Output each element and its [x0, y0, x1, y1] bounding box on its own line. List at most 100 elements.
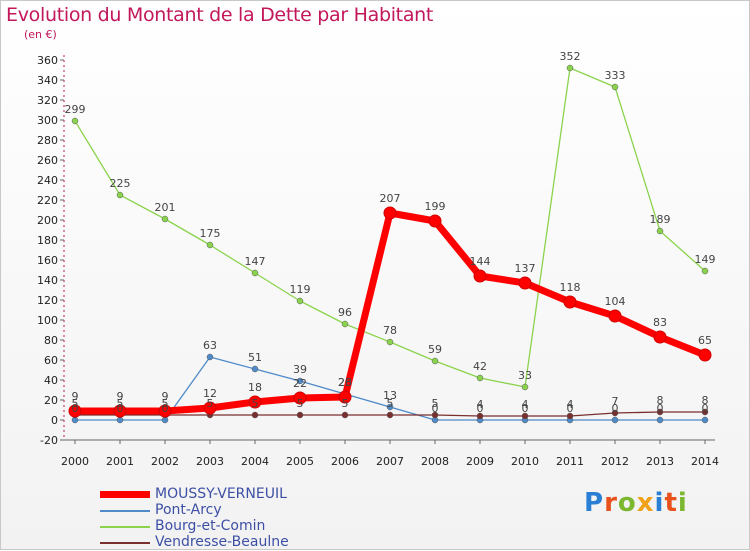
data-point	[161, 215, 169, 223]
y-tick-label: 40	[44, 374, 58, 387]
y-tick-label: -20	[40, 434, 58, 447]
data-label: 5	[162, 397, 169, 410]
data-label: 4	[567, 398, 574, 411]
data-point	[656, 408, 664, 416]
data-label: 42	[473, 360, 487, 373]
legend-label: MOUSSY-VERNEUIL	[155, 486, 287, 502]
chart-title: Evolution du Montant de la Dette par Hab…	[6, 4, 434, 26]
data-point	[473, 269, 487, 283]
chart-legend: MOUSSY-VERNEUIL Pont-Arcy Bourg-et-Comin Ve…	[100, 486, 360, 551]
data-point	[383, 206, 397, 220]
data-label: 201	[155, 201, 176, 214]
legend-swatch	[100, 510, 150, 512]
y-tick-label: 360	[37, 54, 58, 67]
y-tick-label: 280	[37, 134, 58, 147]
proxiti-logo: Proxiti	[584, 488, 688, 518]
data-label: 207	[380, 192, 401, 205]
x-tick-label: 2008	[421, 455, 449, 468]
data-label: 0	[162, 402, 169, 415]
data-point	[206, 241, 214, 249]
chart-subtitle: (en €)	[24, 28, 57, 41]
data-labels-layer: 2992252011751471199678594233352333189149…	[65, 50, 716, 415]
data-point	[701, 267, 709, 275]
data-point	[698, 348, 712, 362]
data-label: 22	[293, 377, 307, 390]
data-point	[653, 330, 667, 344]
data-point	[476, 374, 484, 382]
data-label: 39	[293, 363, 307, 376]
data-label: 83	[653, 316, 667, 329]
data-point	[386, 411, 394, 419]
y-tick-label: 320	[37, 94, 58, 107]
y-tick-label: 0	[51, 414, 58, 427]
data-point	[248, 395, 262, 409]
data-label: 5	[297, 397, 304, 410]
data-point	[608, 309, 622, 323]
data-label: 5	[342, 397, 349, 410]
legend-swatch	[100, 491, 150, 498]
y-tick-label: 260	[37, 154, 58, 167]
data-label: 175	[200, 227, 221, 240]
data-label: 9	[162, 390, 169, 403]
y-tick-label: 220	[37, 194, 58, 207]
data-point	[386, 403, 394, 411]
legend-label: Pont-Arcy	[155, 502, 222, 518]
data-label: 59	[428, 343, 442, 356]
legend-swatch	[100, 526, 150, 528]
data-point	[611, 416, 619, 424]
data-label: 149	[695, 253, 716, 266]
data-label: 0	[72, 402, 79, 415]
data-point	[293, 391, 307, 405]
data-point	[296, 411, 304, 419]
legend-item: Bourg-et-Comin	[100, 518, 360, 535]
data-point	[431, 411, 439, 419]
x-tick-label: 2012	[601, 455, 629, 468]
data-point	[296, 297, 304, 305]
x-tick-label: 2005	[286, 455, 314, 468]
y-tick-label: 300	[37, 114, 58, 127]
data-label: 333	[605, 69, 626, 82]
data-label: 199	[425, 200, 446, 213]
data-point	[611, 83, 619, 91]
data-label: 5	[72, 397, 79, 410]
data-point	[611, 409, 619, 417]
y-tick-label: 20	[44, 394, 58, 407]
data-label: 96	[338, 306, 352, 319]
data-point	[251, 269, 259, 277]
y-tick-label: 80	[44, 334, 58, 347]
data-label: 147	[245, 255, 266, 268]
data-label: 12	[203, 387, 217, 400]
data-label: 119	[290, 283, 311, 296]
data-label: 0	[702, 402, 709, 415]
data-label: 104	[605, 295, 626, 308]
data-point	[116, 191, 124, 199]
data-point	[563, 295, 577, 309]
data-point	[158, 404, 172, 418]
y-tick-label: 340	[37, 74, 58, 87]
data-point	[203, 401, 217, 415]
line-chart: -200204060801001201401601802002202402602…	[37, 50, 719, 468]
data-label: 0	[567, 402, 574, 415]
data-label: 5	[432, 397, 439, 410]
data-label: 144	[470, 255, 491, 268]
chart-axes: -200204060801001201401601802002202402602…	[37, 54, 719, 468]
data-label: 65	[698, 334, 712, 347]
x-tick-label: 2009	[466, 455, 494, 468]
data-label: 33	[518, 369, 532, 382]
data-label: 5	[387, 397, 394, 410]
data-label: 118	[560, 281, 581, 294]
data-point	[701, 416, 709, 424]
data-label: 0	[117, 402, 124, 415]
data-point	[71, 117, 79, 125]
data-label: 26	[338, 376, 352, 389]
data-point	[113, 404, 127, 418]
data-label: 0	[432, 402, 439, 415]
data-label: 51	[248, 351, 262, 364]
data-point	[68, 404, 82, 418]
data-label: 8	[657, 394, 664, 407]
data-label: 0	[522, 402, 529, 415]
data-label: 225	[110, 177, 131, 190]
legend-label: Vendresse-Beaulne	[155, 534, 289, 550]
data-point	[341, 320, 349, 328]
y-tick-label: 120	[37, 294, 58, 307]
